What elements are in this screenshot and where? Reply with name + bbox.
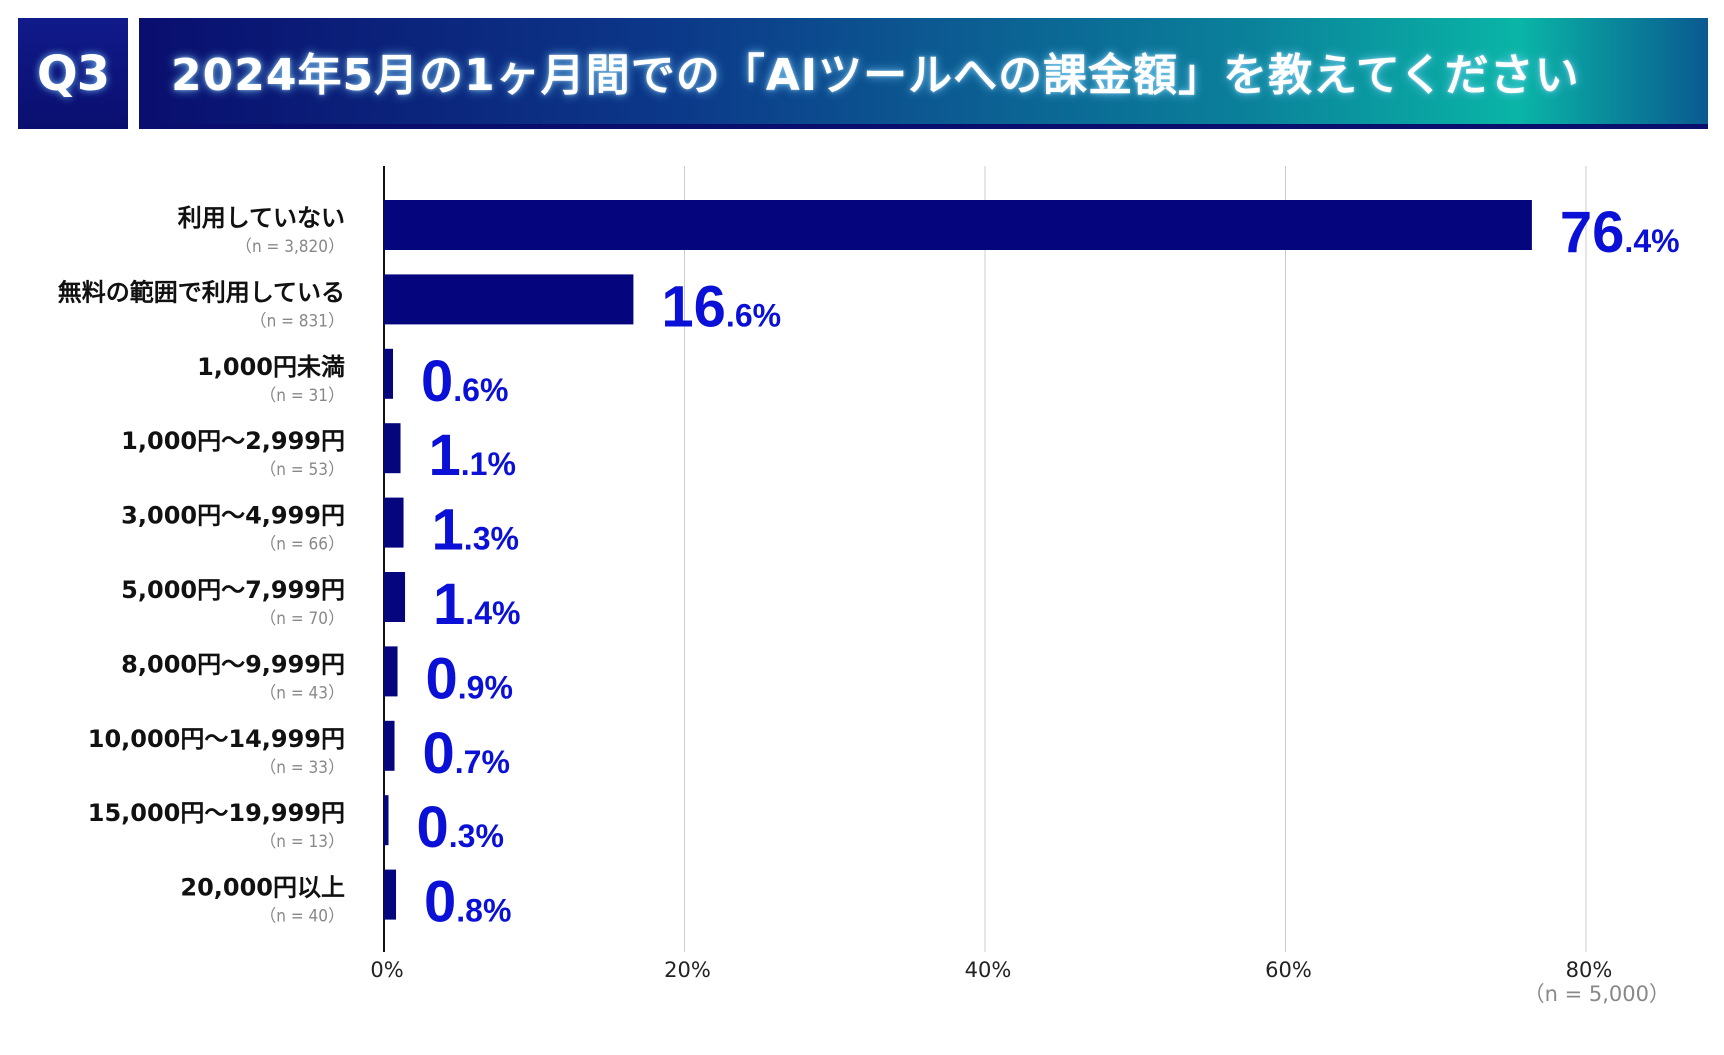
sample-size-label: （n = 831）	[250, 311, 345, 331]
sample-size-label: （n = 66）	[259, 535, 345, 555]
bar	[384, 200, 1532, 250]
data-label: 1.3%	[432, 498, 519, 563]
x-tick-label: 80%	[1566, 958, 1613, 982]
category-label: 15,000円～19,999円	[88, 799, 345, 827]
category-label: 1,000円未満	[197, 353, 345, 381]
category-label: 無料の範囲で利用している	[58, 278, 345, 306]
data-label: 0.6%	[421, 349, 508, 414]
data-label: 16.6%	[661, 274, 781, 339]
bar	[384, 423, 401, 474]
category-label: 3,000円～4,999円	[121, 502, 345, 530]
bar	[384, 572, 406, 622]
sample-size-label: （n = 40）	[259, 907, 345, 927]
category-label: 10,000円～14,999円	[88, 725, 345, 753]
data-label-decimal: .8%	[456, 893, 511, 929]
sample-size-label: （n = 13）	[259, 832, 345, 852]
x-tick-label: 20%	[664, 958, 711, 982]
bar	[384, 274, 634, 325]
category-label: 利用していない	[178, 204, 345, 232]
data-label-integer: 1	[429, 423, 461, 488]
sample-size-label: （n = 31）	[259, 386, 345, 406]
sample-size-label: （n = 70）	[259, 609, 345, 629]
data-label-decimal: .7%	[455, 744, 510, 780]
category-label: 20,000円以上	[180, 874, 345, 902]
data-label-decimal: .6%	[453, 372, 508, 408]
data-label: 0.8%	[424, 870, 511, 935]
bar	[384, 348, 394, 399]
data-label-decimal: .3%	[464, 521, 519, 557]
total-sample-size: （n = 5,000）	[1524, 982, 1670, 1006]
data-label-decimal: .4%	[465, 595, 520, 631]
data-label-integer: 0	[426, 646, 458, 711]
data-label-integer: 0	[417, 795, 449, 860]
x-tick-label: 60%	[1265, 958, 1312, 982]
data-label: 76.4%	[1560, 200, 1680, 265]
data-label-integer: 0	[421, 349, 453, 414]
data-label-decimal: .6%	[726, 297, 781, 333]
data-label-decimal: .9%	[458, 669, 513, 705]
data-label-integer: 1	[432, 498, 464, 563]
x-tick-label: 40%	[965, 958, 1012, 982]
category-label: 8,000円～9,999円	[121, 650, 345, 678]
x-tick-label: 0%	[370, 958, 403, 982]
bar	[384, 646, 398, 697]
data-label: 0.9%	[426, 646, 513, 711]
bar	[384, 720, 395, 771]
data-label-decimal: .4%	[1624, 223, 1679, 259]
data-label: 0.7%	[423, 721, 510, 786]
data-label-integer: 1	[433, 572, 465, 637]
data-label: 0.3%	[417, 795, 504, 860]
sample-size-label: （n = 33）	[259, 758, 345, 778]
question-number: Q3	[36, 45, 110, 102]
data-label: 1.4%	[433, 572, 520, 637]
sample-size-label: （n = 53）	[259, 460, 345, 480]
bar	[384, 497, 404, 548]
category-label: 1,000円～2,999円	[121, 427, 345, 455]
data-label-integer: 0	[424, 870, 456, 935]
question-badge: Q3	[18, 18, 128, 129]
title-banner: 2024年5月の1ヶ月間での「AIツールへの課金額」を教えてください	[139, 18, 1708, 129]
data-label: 1.1%	[429, 423, 516, 488]
chart-title: 2024年5月の1ヶ月間での「AIツールへの課金額」を教えてください	[171, 50, 1580, 101]
bar	[384, 795, 389, 846]
header: Q3 2024年5月の1ヶ月間での「AIツールへの課金額」を教えてください	[18, 18, 1708, 129]
data-label-decimal: .3%	[449, 818, 504, 854]
data-label-decimal: .1%	[461, 446, 516, 482]
sample-size-label: （n = 3,820）	[235, 237, 345, 257]
category-label: 5,000円～7,999円	[121, 576, 345, 604]
data-label-integer: 16	[661, 274, 726, 339]
data-label-integer: 76	[1560, 200, 1625, 265]
bar	[384, 869, 397, 920]
data-label-integer: 0	[423, 721, 455, 786]
sample-size-label: （n = 43）	[259, 683, 345, 703]
